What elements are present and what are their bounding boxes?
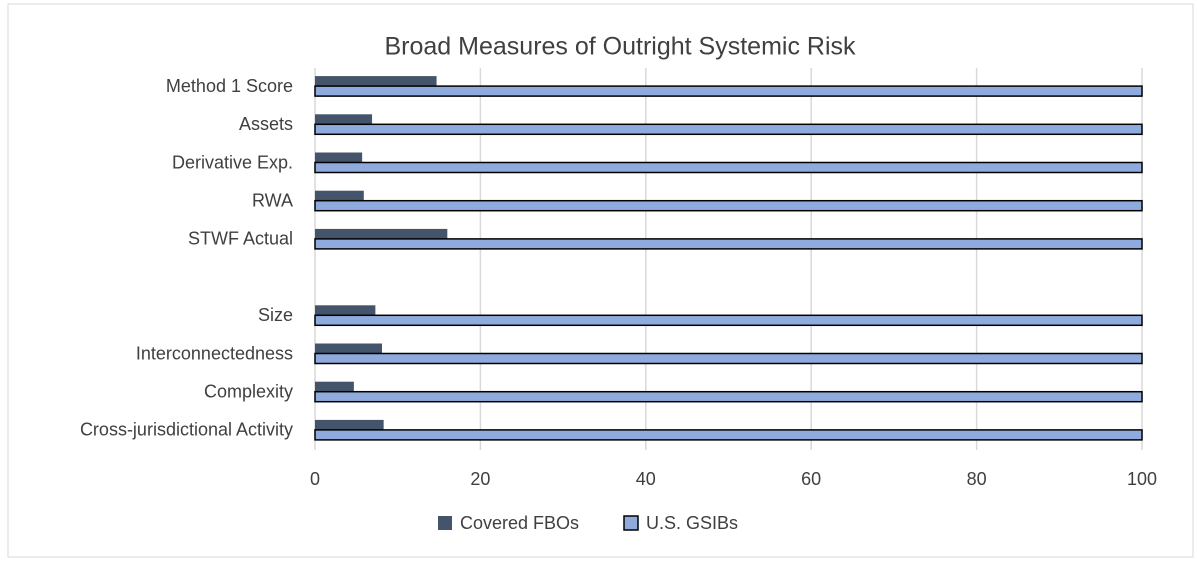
legend-label: Covered FBOs	[460, 513, 579, 533]
y-tick-label: Cross-jurisdictional Activity	[80, 420, 293, 440]
bar	[315, 343, 382, 354]
y-tick-label: Method 1 Score	[166, 76, 293, 96]
bar	[315, 76, 437, 87]
legend-swatch	[438, 516, 452, 530]
bar	[315, 228, 448, 239]
y-tick-label: STWF Actual	[188, 229, 293, 249]
bar	[314, 199, 1143, 212]
bar	[314, 314, 1143, 327]
y-tick-label: RWA	[252, 190, 293, 210]
legend-label: U.S. GSIBs	[646, 513, 738, 533]
x-tick-label: 60	[801, 469, 821, 489]
bar	[315, 419, 384, 430]
bar	[314, 429, 1143, 441]
bar	[315, 305, 376, 316]
bar	[315, 190, 364, 201]
legend-swatch	[623, 515, 639, 531]
bar	[314, 85, 1143, 97]
bar	[315, 114, 373, 125]
bar	[315, 381, 354, 392]
y-tick-label: Derivative Exp.	[172, 152, 293, 172]
y-tick-label: Size	[258, 305, 293, 325]
x-tick-label: 20	[470, 469, 490, 489]
chart-title: Broad Measures of Outright Systemic Risk	[385, 33, 856, 61]
bar	[315, 152, 363, 163]
bar	[314, 352, 1143, 365]
x-tick-label: 0	[310, 469, 320, 489]
bar	[314, 238, 1143, 250]
y-tick-label: Assets	[239, 114, 293, 134]
bar	[314, 390, 1143, 403]
y-tick-label: Interconnectedness	[136, 343, 293, 363]
x-tick-label: 100	[1127, 469, 1157, 489]
y-tick-label: Complexity	[204, 381, 293, 401]
bar	[314, 161, 1143, 174]
bar	[314, 123, 1143, 136]
x-tick-label: 80	[967, 469, 987, 489]
x-tick-label: 40	[636, 469, 656, 489]
